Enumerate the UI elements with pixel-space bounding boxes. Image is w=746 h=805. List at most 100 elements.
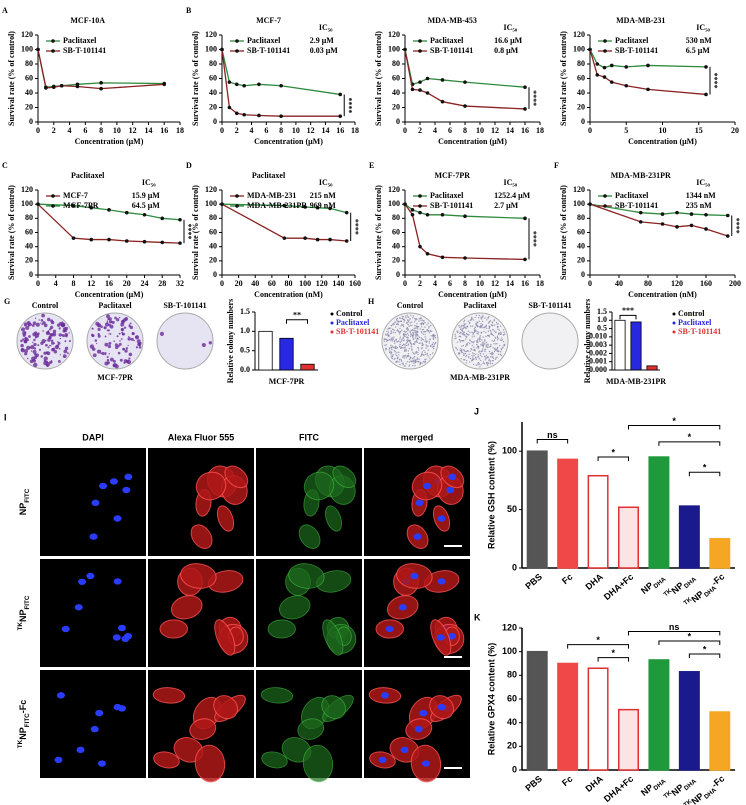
- colony: [409, 342, 411, 344]
- colony: [24, 349, 28, 353]
- colony: [383, 338, 385, 340]
- colony: [473, 346, 475, 348]
- y-tick-label: 40: [577, 241, 585, 250]
- colony: [431, 335, 434, 337]
- colony: [491, 340, 493, 342]
- y-tick-label: 60: [392, 227, 400, 236]
- colony: [412, 338, 415, 340]
- colony: [497, 353, 500, 356]
- colony: [499, 353, 502, 356]
- significance-label: *: [596, 635, 600, 645]
- colony: [484, 343, 486, 345]
- colony: [479, 354, 482, 356]
- data-point: [418, 88, 422, 92]
- colony: [489, 320, 492, 322]
- x-tick-label: 0: [220, 279, 224, 288]
- colony: [414, 359, 417, 361]
- colony: [23, 322, 28, 327]
- data-point: [588, 202, 592, 206]
- colony: [454, 338, 456, 340]
- colony: [465, 350, 468, 353]
- colony: [455, 337, 457, 339]
- x-tick-label: 8: [463, 126, 467, 135]
- colony: [133, 339, 135, 342]
- colony: [390, 330, 393, 332]
- colony: [495, 357, 497, 359]
- colony: [123, 361, 126, 364]
- y-axis-label: Survival rate (% of control): [374, 185, 383, 280]
- ic50-value: 235 nM: [686, 201, 712, 210]
- data-point: [142, 212, 147, 217]
- colony: [460, 348, 463, 351]
- colony: [459, 335, 461, 337]
- legend-label: Paclitaxel: [336, 318, 370, 327]
- legend-label: Paclitaxel: [430, 36, 464, 45]
- colony: [493, 342, 495, 345]
- data-point: [227, 80, 232, 84]
- legend-marker: [330, 330, 334, 334]
- colony: [408, 347, 411, 350]
- colony: [412, 329, 414, 332]
- data-point: [328, 206, 332, 211]
- nucleus: [437, 578, 446, 585]
- colony: [411, 349, 413, 351]
- colony: [503, 331, 505, 333]
- nucleus: [99, 482, 108, 490]
- y-tick-label: 40: [577, 88, 585, 97]
- data-point: [338, 92, 343, 97]
- colony: [403, 365, 406, 367]
- cell-fitc: [297, 718, 325, 740]
- colony: [473, 352, 475, 355]
- cell-membrane: [224, 465, 249, 489]
- colony: [94, 339, 98, 342]
- colony: [427, 345, 429, 347]
- colony: [106, 314, 110, 319]
- colony: [424, 360, 427, 363]
- colony: [125, 347, 129, 350]
- colony: [471, 336, 473, 338]
- colony: [424, 353, 427, 355]
- colony: [479, 352, 482, 355]
- colony: [424, 340, 426, 342]
- colony: [401, 356, 404, 358]
- colony: [20, 339, 23, 343]
- nucleus: [56, 692, 65, 699]
- colony: [64, 326, 67, 329]
- colony: [104, 335, 107, 338]
- colony: [414, 365, 416, 367]
- colony: [466, 333, 468, 336]
- colony: [385, 334, 387, 336]
- colony: [427, 349, 429, 351]
- colony: [423, 349, 425, 352]
- colony: [29, 359, 34, 364]
- y-tick-label: 50: [507, 504, 517, 514]
- nucleus: [109, 478, 118, 485]
- colony: [474, 326, 477, 329]
- x-tick-label: 32: [176, 279, 184, 288]
- colony: [482, 361, 485, 363]
- colony: [403, 333, 405, 335]
- colony: [108, 317, 112, 321]
- bar: [709, 711, 731, 771]
- colony: [26, 357, 29, 360]
- series-line: [404, 49, 526, 110]
- y-tick-label: 120: [388, 185, 400, 194]
- colony: [483, 363, 486, 365]
- data-point: [425, 212, 430, 217]
- y-axis-label: Relative GSH content (%): [486, 441, 496, 549]
- ic50-value: 0.03 μM: [310, 46, 339, 55]
- colony: [476, 325, 479, 328]
- colony: [498, 333, 500, 336]
- colony: [398, 331, 401, 333]
- y-tick-label: 60: [577, 227, 585, 236]
- colony: [59, 354, 61, 356]
- panel-letter: A: [2, 6, 8, 15]
- colony: [413, 321, 416, 323]
- legend-marker: [603, 204, 607, 208]
- colony: [34, 336, 38, 339]
- y-tick-label: 60: [577, 73, 585, 82]
- colony: [424, 321, 426, 324]
- colony: [54, 345, 59, 350]
- significance-bracket: [688, 653, 721, 659]
- colony: [402, 325, 405, 328]
